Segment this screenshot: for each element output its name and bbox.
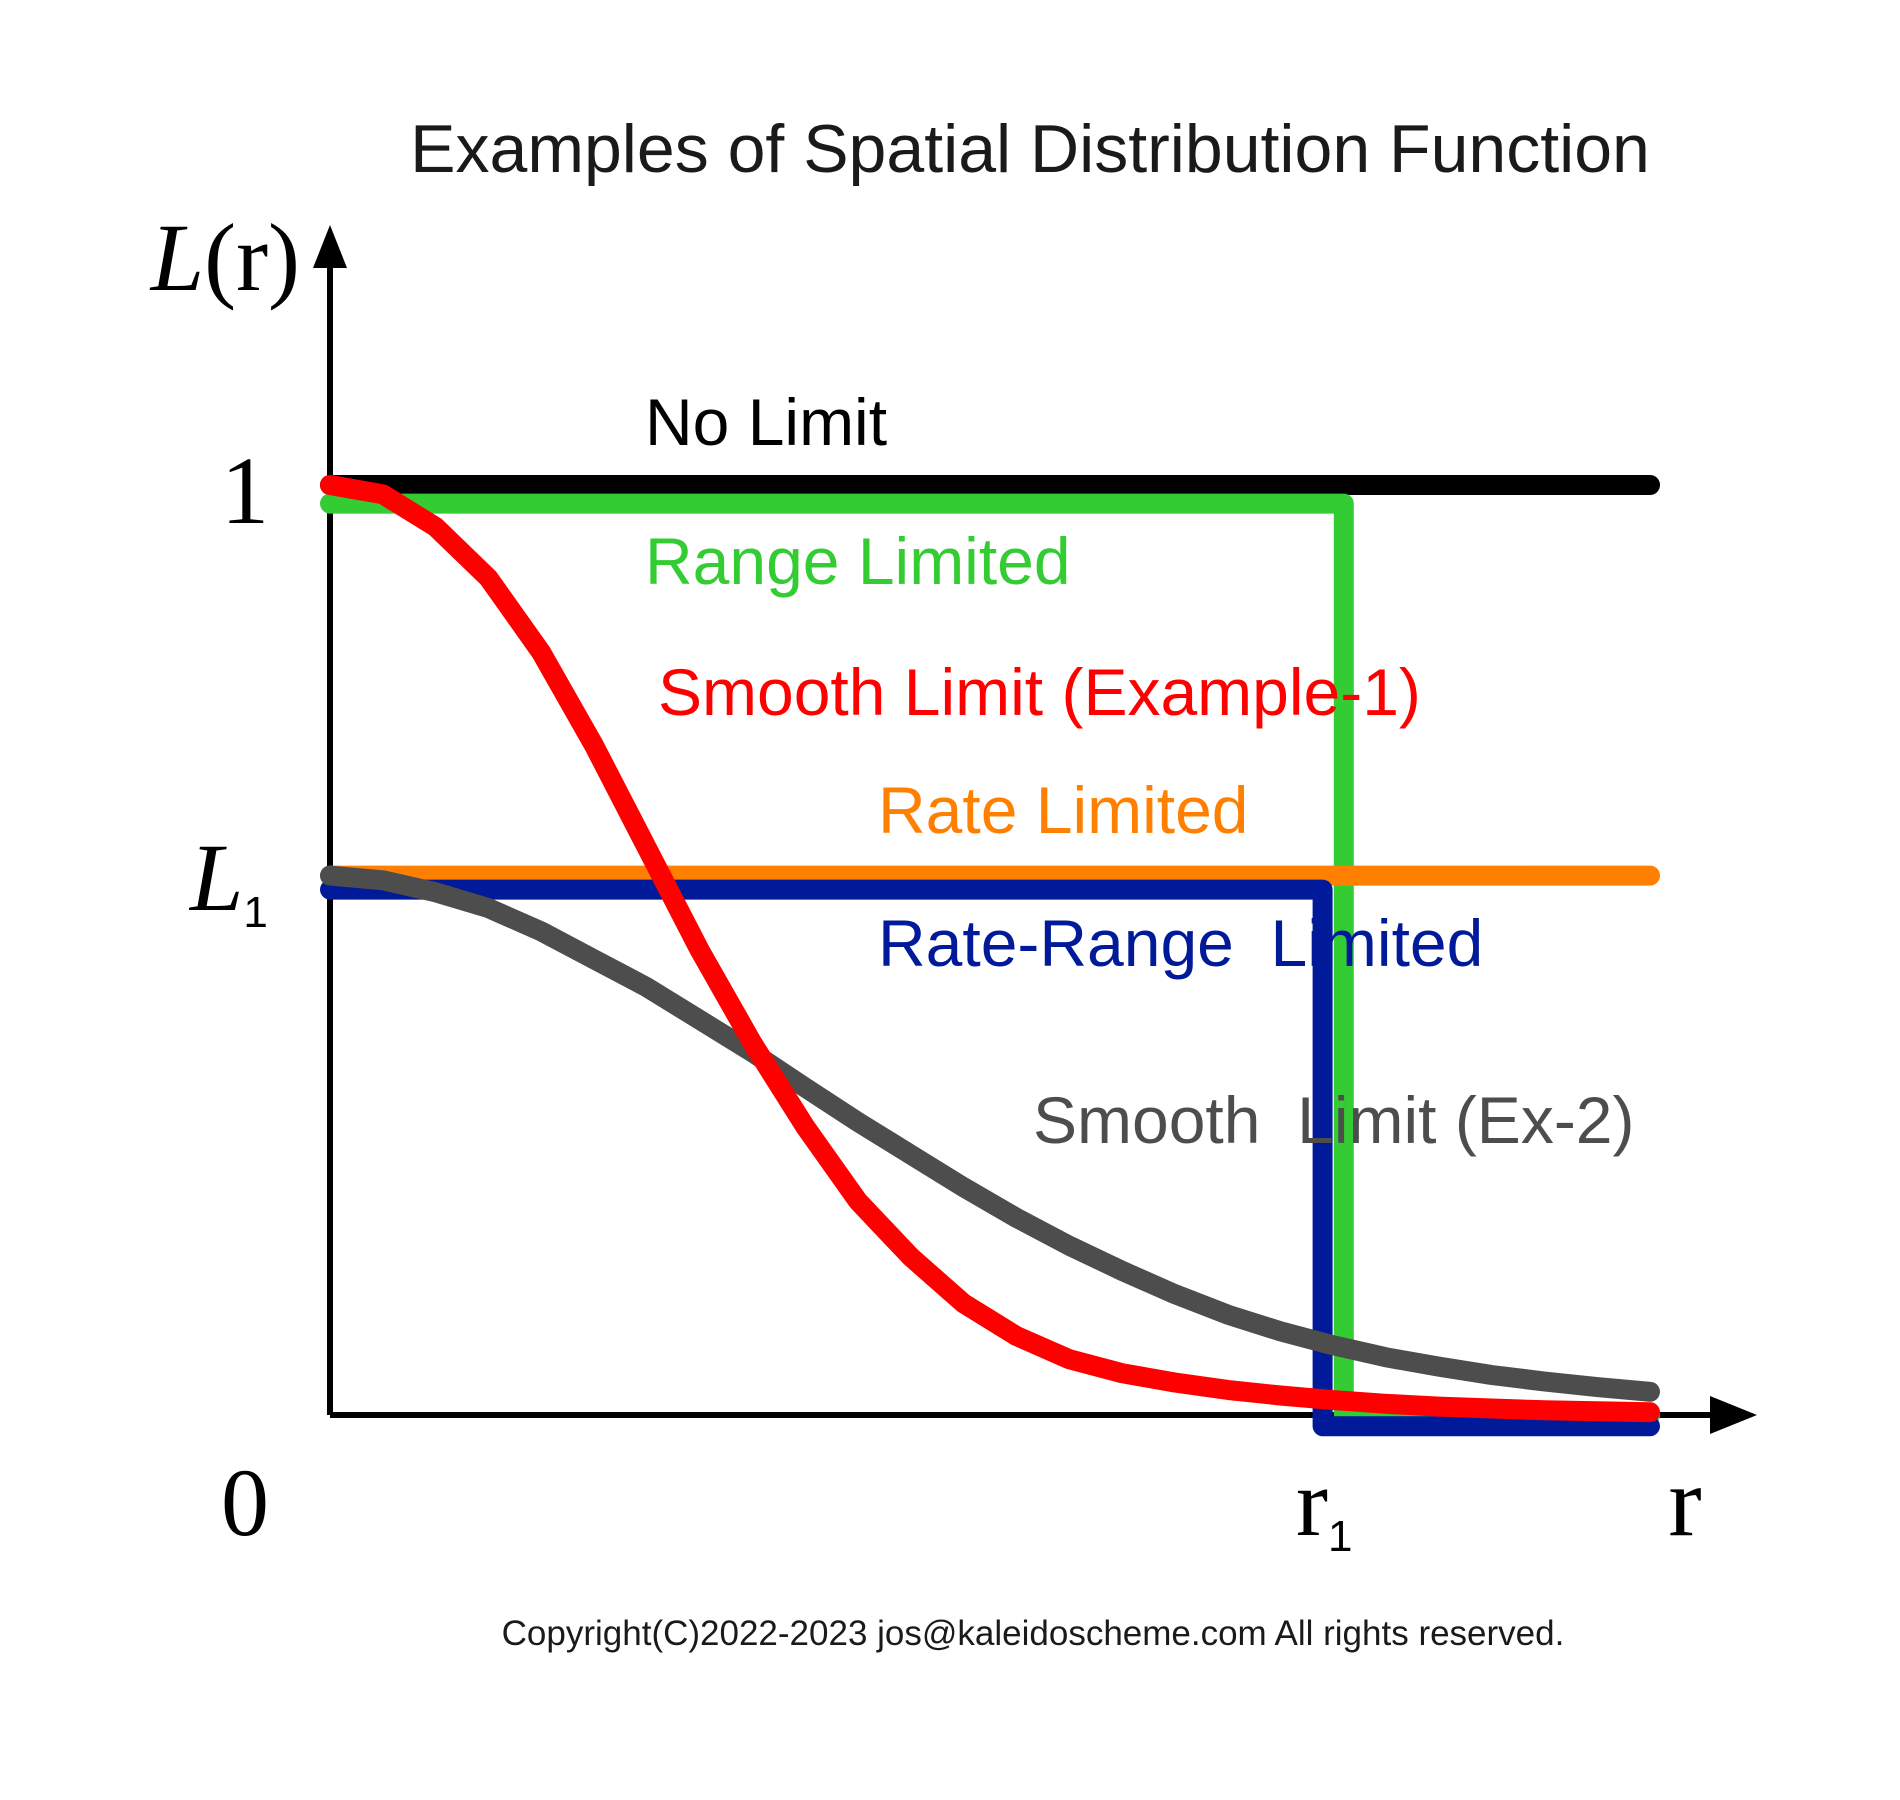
label-smooth-limit-1: Smooth Limit (Example-1)	[658, 655, 1421, 729]
y-axis-label: L(r)	[149, 204, 300, 311]
series-labels: No Limit Range Limited Smooth Limit (Exa…	[645, 385, 1634, 1157]
x-axis-label: r	[1668, 1446, 1701, 1557]
series-layer	[320, 475, 1660, 1437]
y-axis-label-arg: (r)	[204, 204, 300, 311]
tick-r1-sub: 1	[1328, 1512, 1352, 1561]
tick-r1: r1	[1296, 1449, 1352, 1561]
series-line-rate-range-limited	[320, 879, 1660, 1437]
label-rate-limited: Rate Limited	[878, 773, 1249, 847]
tick-l1-main: L	[188, 824, 243, 931]
label-range-limited: Range Limited	[645, 524, 1071, 598]
tick-r1-main: r	[1296, 1449, 1328, 1556]
label-no-limit: No Limit	[645, 385, 887, 459]
tick-one: 1	[221, 437, 269, 544]
series-line-smooth-2	[320, 865, 1660, 1402]
chart-title: Examples of Spatial Distribution Functio…	[410, 111, 1650, 187]
label-rate-range-limited: Rate-Range Limited	[878, 906, 1483, 980]
tick-l1: L1	[188, 824, 268, 937]
tick-origin: 0	[221, 1449, 269, 1556]
label-smooth-limit-2: Smooth Limit (Ex-2)	[1033, 1083, 1634, 1157]
tick-l1-sub: 1	[243, 888, 267, 937]
x-axis-arrow-icon	[1710, 1396, 1757, 1434]
y-axis-label-name: L	[149, 204, 204, 311]
series-line-smooth-1	[320, 475, 1660, 1423]
y-axis-arrow-icon	[313, 225, 347, 268]
copyright-text: Copyright(C)2022-2023 jos@kaleidoscheme.…	[502, 1614, 1565, 1653]
